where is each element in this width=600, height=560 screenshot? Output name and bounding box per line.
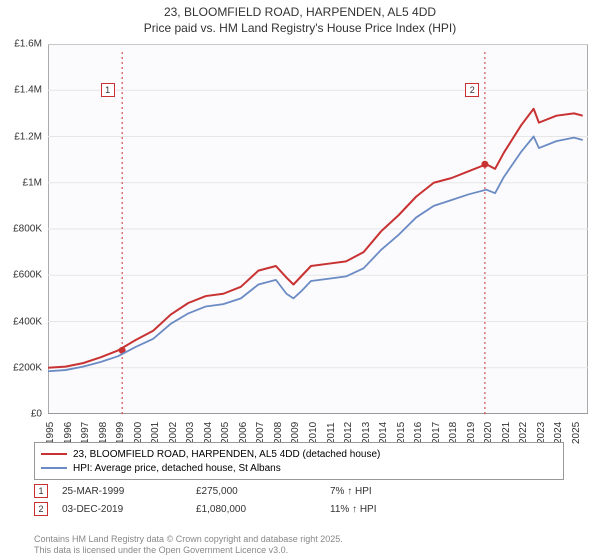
- annotation-row: 1 25-MAR-1999 £275,000 7% ↑ HPI: [34, 482, 574, 500]
- x-tick-label: 1999: [115, 422, 126, 444]
- x-tick-label: 2020: [483, 422, 494, 444]
- footer-line-1: Contains HM Land Registry data © Crown c…: [34, 534, 574, 545]
- x-tick-label: 1998: [98, 422, 109, 444]
- annotation-pct: 11% ↑ HPI: [330, 504, 450, 515]
- x-tick-label: 1996: [63, 422, 74, 444]
- y-tick-label: £0: [0, 409, 42, 420]
- legend-row: 23, BLOOMFIELD ROAD, HARPENDEN, AL5 4DD …: [41, 447, 557, 461]
- x-tick-label: 2014: [378, 422, 389, 444]
- x-tick-label: 2013: [361, 422, 372, 444]
- y-tick-label: £400K: [0, 316, 42, 327]
- x-tick-label: 2018: [448, 422, 459, 444]
- y-tick-label: £600K: [0, 270, 42, 281]
- annotation-marker: 2: [34, 502, 48, 516]
- x-tick-label: 2015: [396, 422, 407, 444]
- chart-container: 23, BLOOMFIELD ROAD, HARPENDEN, AL5 4DD …: [0, 0, 600, 560]
- legend-label: 23, BLOOMFIELD ROAD, HARPENDEN, AL5 4DD …: [73, 449, 380, 460]
- title-line-1: 23, BLOOMFIELD ROAD, HARPENDEN, AL5 4DD: [0, 4, 600, 20]
- x-tick-label: 2022: [518, 422, 529, 444]
- x-tick-label: 2006: [238, 422, 249, 444]
- chart-title-block: 23, BLOOMFIELD ROAD, HARPENDEN, AL5 4DD …: [0, 0, 600, 38]
- title-line-2: Price paid vs. HM Land Registry's House …: [0, 20, 600, 36]
- x-tick-label: 1997: [80, 422, 91, 444]
- chart-area: £0£200K£400K£600K£800K£1M£1.2M£1.4M£1.6M…: [48, 44, 588, 414]
- y-tick-label: £1.6M: [0, 39, 42, 50]
- annotation-date: 25-MAR-1999: [62, 486, 182, 497]
- annotation-price: £1,080,000: [196, 504, 316, 515]
- annotation-price: £275,000: [196, 486, 316, 497]
- x-tick-label: 2010: [308, 422, 319, 444]
- legend: 23, BLOOMFIELD ROAD, HARPENDEN, AL5 4DD …: [34, 442, 564, 480]
- y-tick-label: £1M: [0, 177, 42, 188]
- y-tick-label: £1.2M: [0, 131, 42, 142]
- x-tick-label: 2009: [290, 422, 301, 444]
- footer-attribution: Contains HM Land Registry data © Crown c…: [34, 534, 574, 557]
- legend-label: HPI: Average price, detached house, St A…: [73, 463, 281, 474]
- x-tick-label: 2024: [553, 422, 564, 444]
- x-tick-label: 2011: [326, 422, 337, 444]
- x-tick-label: 2005: [220, 422, 231, 444]
- x-tick-label: 2021: [501, 422, 512, 444]
- legend-swatch: [41, 453, 67, 455]
- x-tick-label: 2017: [431, 422, 442, 444]
- x-tick-label: 2007: [255, 422, 266, 444]
- chart-marker-label: 2: [465, 83, 479, 97]
- x-tick-label: 1995: [45, 422, 56, 444]
- y-tick-label: £1.4M: [0, 85, 42, 96]
- x-tick-label: 2003: [185, 422, 196, 444]
- annotation-marker: 1: [34, 484, 48, 498]
- x-tick-label: 2016: [413, 422, 424, 444]
- y-tick-label: £800K: [0, 224, 42, 235]
- x-tick-label: 2004: [203, 422, 214, 444]
- x-tick-label: 2008: [273, 422, 284, 444]
- x-tick-label: 2023: [536, 422, 547, 444]
- annotation-row: 2 03-DEC-2019 £1,080,000 11% ↑ HPI: [34, 500, 574, 518]
- chart-marker-label: 1: [101, 83, 115, 97]
- x-tick-label: 2019: [466, 422, 477, 444]
- legend-row: HPI: Average price, detached house, St A…: [41, 461, 557, 475]
- legend-swatch: [41, 467, 67, 469]
- x-tick-label: 2001: [150, 422, 161, 444]
- x-tick-label: 2012: [343, 422, 354, 444]
- annotation-date: 03-DEC-2019: [62, 504, 182, 515]
- x-tick-label: 2000: [133, 422, 144, 444]
- annotations-block: 1 25-MAR-1999 £275,000 7% ↑ HPI 2 03-DEC…: [34, 482, 574, 518]
- x-tick-label: 2025: [571, 422, 582, 444]
- annotation-pct: 7% ↑ HPI: [330, 486, 450, 497]
- data-series: [48, 44, 588, 414]
- y-tick-label: £200K: [0, 362, 42, 373]
- footer-line-2: This data is licensed under the Open Gov…: [34, 545, 574, 556]
- x-tick-label: 2002: [168, 422, 179, 444]
